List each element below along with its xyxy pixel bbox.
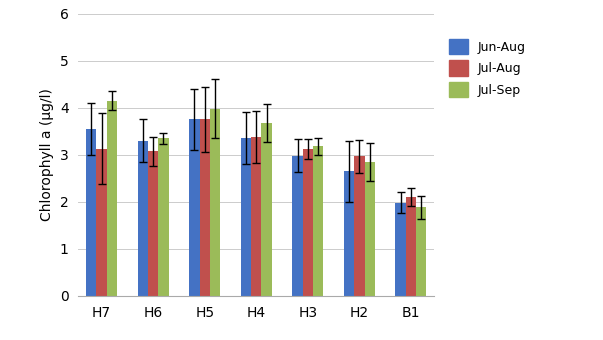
Bar bbox=[292, 156, 303, 296]
Bar bbox=[251, 137, 262, 296]
Bar bbox=[159, 138, 169, 296]
Bar bbox=[396, 203, 406, 296]
Bar bbox=[86, 129, 96, 296]
Bar bbox=[189, 119, 200, 296]
Bar bbox=[96, 149, 107, 296]
Bar bbox=[137, 141, 148, 296]
Bar bbox=[107, 101, 117, 296]
Bar bbox=[210, 108, 220, 296]
Bar bbox=[200, 119, 210, 296]
Bar bbox=[241, 138, 251, 296]
Bar bbox=[416, 207, 426, 296]
Bar bbox=[262, 123, 272, 296]
Bar bbox=[344, 171, 354, 296]
Bar bbox=[354, 156, 365, 296]
Y-axis label: Chlorophyll a (μg/l): Chlorophyll a (μg/l) bbox=[40, 88, 54, 221]
Legend: Jun-Aug, Jul-Aug, Jul-Sep: Jun-Aug, Jul-Aug, Jul-Sep bbox=[444, 34, 531, 102]
Bar bbox=[365, 162, 375, 296]
Bar bbox=[313, 146, 323, 296]
Bar bbox=[148, 151, 159, 296]
Bar bbox=[303, 149, 313, 296]
Bar bbox=[406, 197, 416, 296]
